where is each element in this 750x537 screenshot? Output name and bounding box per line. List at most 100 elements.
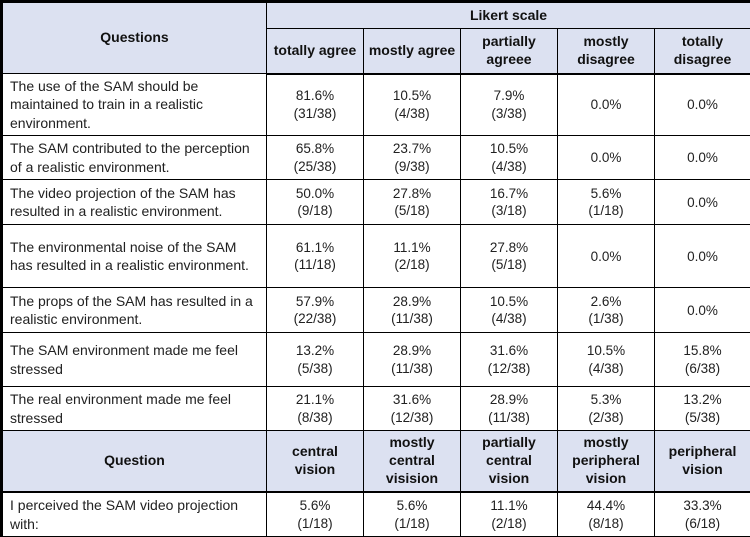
percent-value: 61.1% xyxy=(295,239,335,255)
value-cell: 10.5% (4/38) xyxy=(557,332,655,388)
value-cell: 5.3% (2/38) xyxy=(557,386,655,432)
value-cell: 0.0% xyxy=(653,224,750,289)
likert-table-header: Questions Likert scale totally agree mos… xyxy=(1,1,750,75)
question-cell: I perceived the SAM video projection wit… xyxy=(1,491,267,537)
percent-value: 10.5% xyxy=(392,88,432,104)
fraction-value: (11/38) xyxy=(391,360,433,376)
table-row: The SAM environment made me feel stresse… xyxy=(1,332,750,388)
value-cell: 10.5% (4/38) xyxy=(460,287,558,334)
percent-value: 0.0% xyxy=(687,97,718,113)
percent-value: 27.8% xyxy=(392,185,432,201)
percent-value: 23.7% xyxy=(392,141,432,157)
percent-value: 5.3% xyxy=(590,392,622,408)
value-cell: 28.9% (11/38) xyxy=(460,386,558,432)
value-cell: 65.8% (25/38) xyxy=(266,135,364,181)
fraction-value: (4/38) xyxy=(588,360,624,376)
percent-value: 2.6% xyxy=(590,293,622,309)
fraction-value: (1/18) xyxy=(394,515,430,531)
question-cell: The SAM environment made me feel stresse… xyxy=(1,332,267,388)
fraction-value: (2/18) xyxy=(491,515,527,531)
percent-value: 44.4% xyxy=(586,498,626,514)
question-cell: The video projection of the SAM has resu… xyxy=(1,179,267,226)
fraction-value: (8/38) xyxy=(297,409,333,425)
table-row: The use of the SAM should be maintained … xyxy=(1,72,750,137)
table-row: The props of the SAM has resulted in a r… xyxy=(1,287,750,334)
value-cell: 13.2% (5/38) xyxy=(266,332,364,388)
fraction-value: (12/38) xyxy=(487,360,531,376)
percent-value: 27.8% xyxy=(489,239,529,255)
fraction-value: (2/18) xyxy=(394,257,430,273)
fraction-value: (9/18) xyxy=(297,203,333,219)
percent-value: 13.2% xyxy=(295,343,335,359)
percent-value: 33.3% xyxy=(683,498,722,514)
value-cell: 13.2% (5/38) xyxy=(653,386,750,432)
fraction-value: (12/38) xyxy=(390,409,434,425)
value-cell: 27.8% (5/18) xyxy=(363,179,461,226)
question-column-header: Question xyxy=(1,430,267,494)
percent-value: 13.2% xyxy=(683,392,722,408)
value-cell: 5.6% (1/18) xyxy=(266,491,364,537)
percent-value: 0.0% xyxy=(590,248,622,264)
vision-columns-header-row: Question central vision mostly central v… xyxy=(1,430,750,494)
column-header-partially-central-vision: partially central vision xyxy=(460,430,558,494)
question-cell: The use of the SAM should be maintained … xyxy=(1,72,267,137)
percent-value: 10.5% xyxy=(489,293,529,309)
table-row: The environmental noise of the SAM has r… xyxy=(1,224,750,289)
fraction-value: (5/38) xyxy=(684,409,721,425)
fraction-value: (6/38) xyxy=(684,360,721,376)
percent-value: 11.1% xyxy=(490,498,528,514)
fraction-value: (3/18) xyxy=(491,203,527,219)
percent-value: 31.6% xyxy=(392,392,432,408)
value-cell: 0.0% xyxy=(653,135,750,181)
column-header-mostly-disagree: mostly disagree xyxy=(557,28,655,75)
likert-columns-header-row: totally agree mostly agree partially agr… xyxy=(2,28,750,75)
percent-value: 10.5% xyxy=(489,141,529,157)
percent-value: 0.0% xyxy=(590,97,622,113)
percent-value: 28.9% xyxy=(392,293,432,309)
fraction-value: (9/38) xyxy=(394,158,430,174)
percent-value: 28.9% xyxy=(489,392,529,408)
fraction-value: (4/38) xyxy=(394,105,430,121)
fraction-value: (11/38) xyxy=(391,311,433,327)
likert-scale-header-row: Questions Likert scale xyxy=(1,1,750,74)
value-cell: 44.4% (8/18) xyxy=(557,491,655,537)
table-row: I perceived the SAM video projection wit… xyxy=(1,491,750,537)
fraction-value: (8/18) xyxy=(588,515,624,531)
percent-value: 21.1% xyxy=(295,392,335,408)
percent-value: 28.9% xyxy=(392,343,432,359)
percent-value: 0.0% xyxy=(687,194,718,210)
value-cell: 23.7% (9/38) xyxy=(363,135,461,181)
question-cell: The real environment made me feel stress… xyxy=(1,386,267,432)
column-header-partially-agree: partially agreee xyxy=(460,28,558,75)
percent-value: 10.5% xyxy=(586,343,626,359)
value-cell: 16.7% (3/18) xyxy=(460,179,558,226)
question-cell: The environmental noise of the SAM has r… xyxy=(1,224,267,289)
percent-value: 5.6% xyxy=(396,498,428,514)
value-cell: 28.9% (11/38) xyxy=(363,287,461,334)
question-cell: The props of the SAM has resulted in a r… xyxy=(1,287,267,334)
column-header-mostly-agree: mostly agree xyxy=(363,28,461,75)
likert-rows-body: The use of the SAM should be maintained … xyxy=(1,72,750,432)
percent-value: 65.8% xyxy=(295,141,335,157)
column-header-central-vision: central vision xyxy=(266,430,364,494)
table-row: The real environment made me feel stress… xyxy=(1,386,750,432)
value-cell: 21.1% (8/38) xyxy=(266,386,364,432)
fraction-value: (25/38) xyxy=(293,158,337,174)
value-cell: 27.8% (5/18) xyxy=(460,224,558,289)
value-cell: 31.6% (12/38) xyxy=(363,386,461,432)
questions-column-header: Questions xyxy=(1,1,267,74)
value-cell: 0.0% xyxy=(557,224,655,289)
value-cell: 10.5% (4/38) xyxy=(460,135,558,181)
fraction-value: (11/18) xyxy=(294,257,336,273)
fraction-value: (22/38) xyxy=(293,311,337,327)
percent-value: 57.9% xyxy=(295,293,335,309)
value-cell: 81.6% (31/38) xyxy=(266,72,364,137)
value-cell: 0.0% xyxy=(557,72,655,137)
value-cell: 0.0% xyxy=(653,287,750,334)
percent-value: 81.6% xyxy=(295,88,335,104)
percent-value: 0.0% xyxy=(687,302,718,318)
value-cell: 28.9% (11/38) xyxy=(363,332,461,388)
fraction-value: (5/38) xyxy=(297,360,333,376)
value-cell: 33.3% (6/18) xyxy=(653,491,750,537)
